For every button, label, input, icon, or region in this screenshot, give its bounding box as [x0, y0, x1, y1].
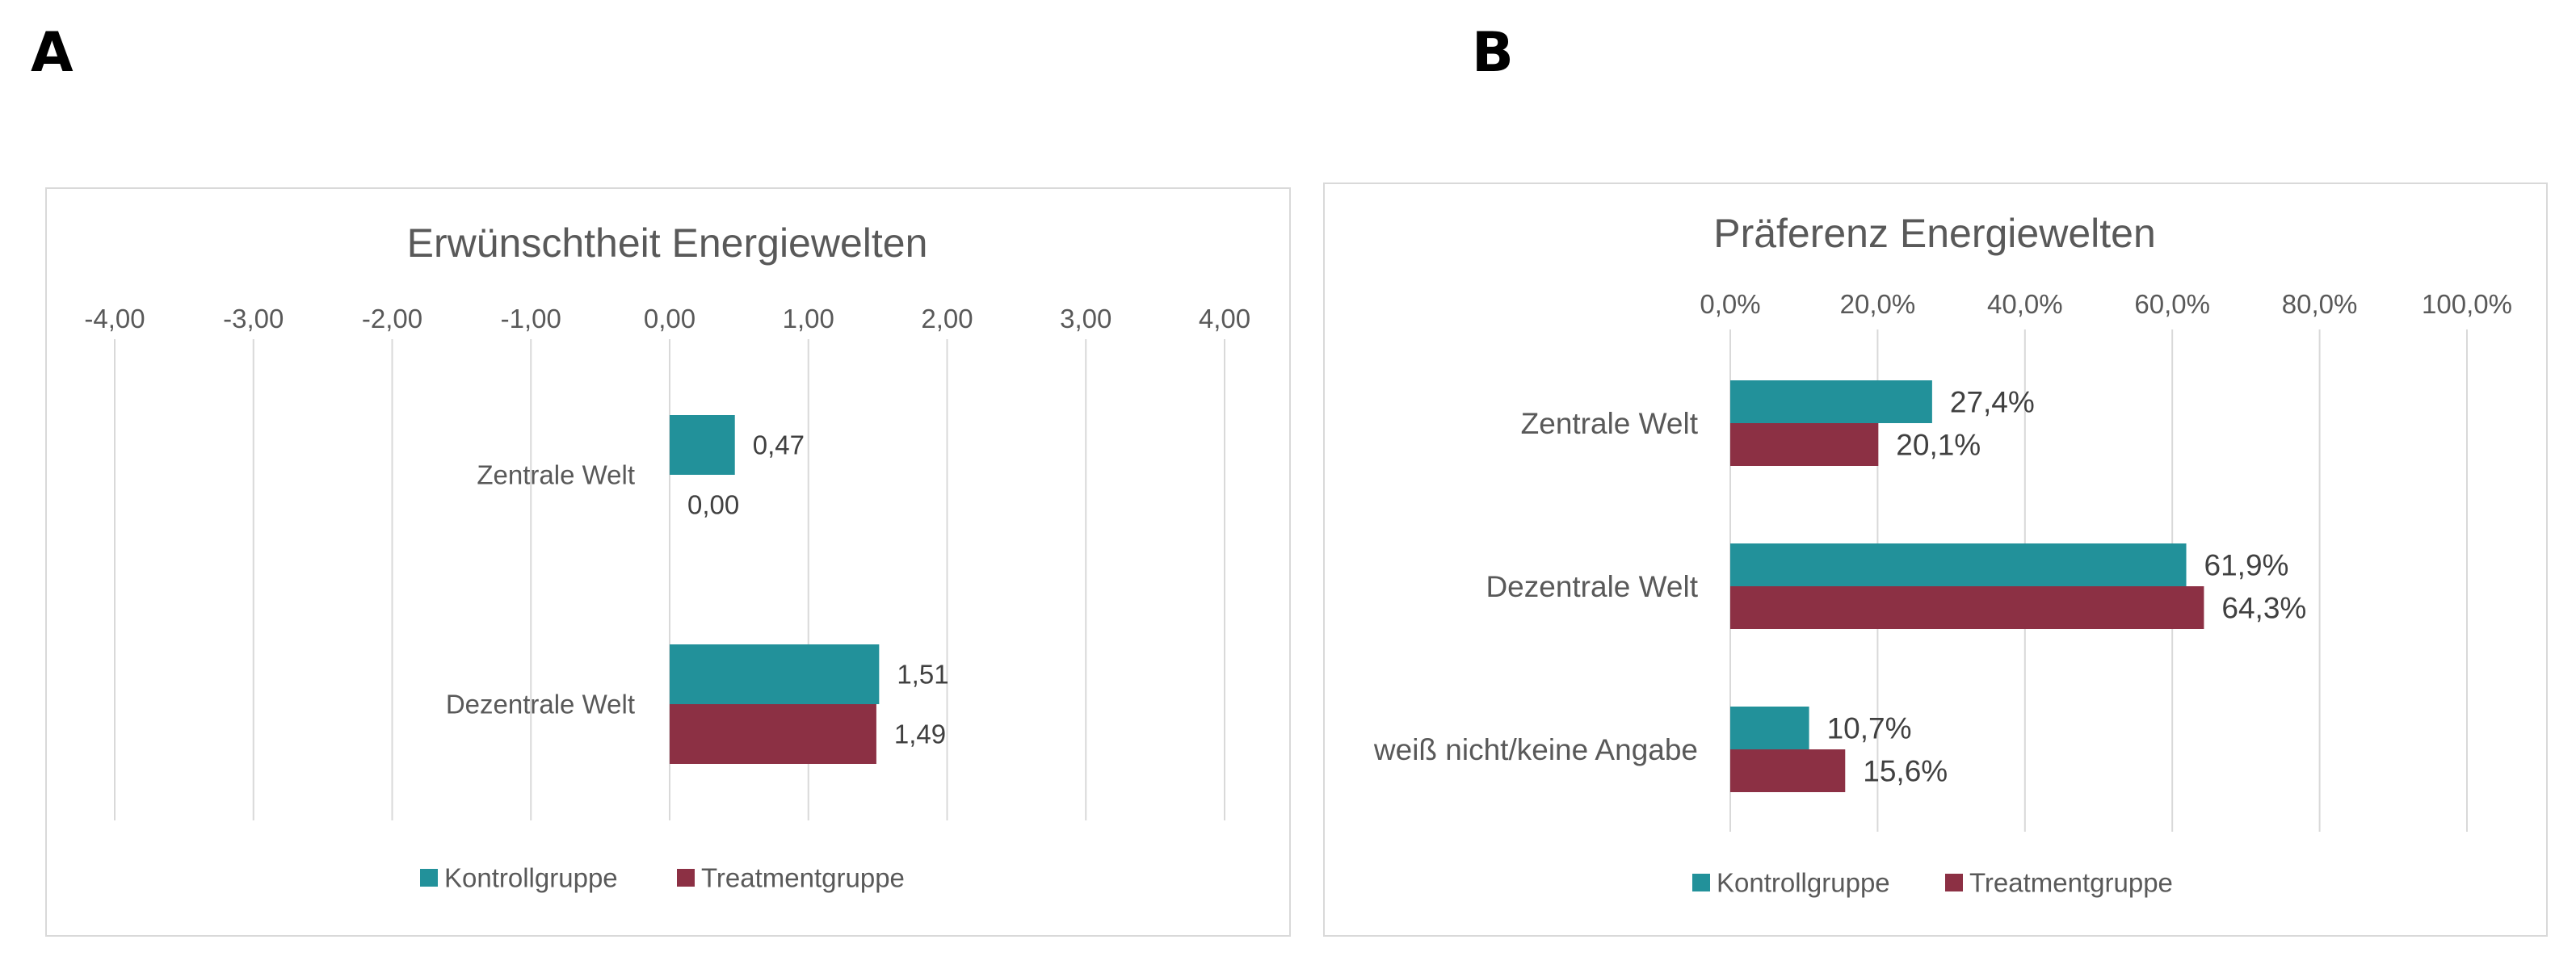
- chart-a-data-label: 0,00: [687, 490, 739, 520]
- chart-b-tick-label: 80,0%: [2282, 289, 2358, 319]
- chart-a-tick-label: -1,00: [501, 304, 561, 333]
- chart-b-bar-treatment: [1730, 586, 2204, 629]
- chart-b-bar-kontroll: [1730, 707, 1809, 749]
- chart-b-data-label: 64,3%: [2221, 591, 2306, 624]
- chart-b-bar-kontroll: [1730, 543, 2187, 586]
- chart-a-legend-label: Kontrollgruppe: [444, 863, 618, 893]
- chart-b-data-label: 61,9%: [2204, 548, 2289, 581]
- chart-b-data-label: 15,6%: [1863, 754, 1948, 787]
- chart-b-tick-label: 60,0%: [2134, 289, 2210, 319]
- chart-b-category-label: Zentrale Welt: [1521, 407, 1699, 440]
- chart-a-bar-treatment: [670, 704, 876, 764]
- chart-b-data-label: 27,4%: [1950, 385, 2035, 418]
- chart-a-category-label: Zentrale Welt: [477, 460, 635, 490]
- chart-a-tick-label: -2,00: [362, 304, 422, 333]
- chart-b-bar-treatment: [1730, 749, 1846, 792]
- chart-b-bar-treatment: [1730, 423, 1879, 466]
- chart-a-tick-label: 4,00: [1199, 304, 1250, 333]
- chart-b-legend-label: Kontrollgruppe: [1717, 868, 1890, 898]
- chart-a-tick-label: 2,00: [921, 304, 973, 333]
- chart-b-bar-kontroll: [1730, 380, 1932, 423]
- panel-letter-a: A: [31, 21, 74, 85]
- chart-a-bar-kontroll: [670, 415, 735, 475]
- chart-a-data-label: 1,49: [894, 719, 946, 749]
- chart-b-legend-swatch: [1692, 874, 1710, 891]
- chart-b-category-label: Dezentrale Welt: [1486, 570, 1698, 603]
- chart-a-data-label: 1,51: [897, 660, 948, 690]
- chart-b-tick-label: 40,0%: [1987, 289, 2063, 319]
- chart-a-tick-label: -4,00: [84, 304, 145, 333]
- chart-a-tick-label: 3,00: [1060, 304, 1112, 333]
- chart-b-legend-label: Treatmentgruppe: [1969, 868, 2173, 898]
- chart-a-data-label: 0,47: [753, 430, 805, 460]
- chart-a-tick-label: 0,00: [644, 304, 695, 333]
- chart-a-bar-kontroll: [670, 644, 880, 704]
- chart-b-legend-swatch: [1945, 874, 1963, 891]
- chart-b-category-label: weiß nicht/keine Angabe: [1373, 733, 1698, 766]
- chart-b-title: Präferenz Energiewelten: [1713, 211, 2156, 256]
- chart-a-tick-label: 1,00: [783, 304, 834, 333]
- chart-a-title: Erwünschtheit Energiewelten: [407, 220, 928, 266]
- chart-b-data-label: 10,7%: [1827, 711, 1912, 745]
- chart-a-legend-swatch: [677, 869, 695, 887]
- chart-b-tick-label: 20,0%: [1840, 289, 1916, 319]
- chart-a-legend-swatch: [420, 869, 438, 887]
- chart-b-tick-label: 0,0%: [1700, 289, 1760, 319]
- chart-a-tick-label: -3,00: [223, 304, 284, 333]
- chart-a-legend-label: Treatmentgruppe: [701, 863, 905, 893]
- chart-b-tick-label: 100,0%: [2422, 289, 2512, 319]
- chart-a-category-label: Dezentrale Welt: [446, 690, 635, 719]
- chart-b-data-label: 20,1%: [1896, 428, 1981, 461]
- panel-letter-b: B: [1472, 21, 1514, 85]
